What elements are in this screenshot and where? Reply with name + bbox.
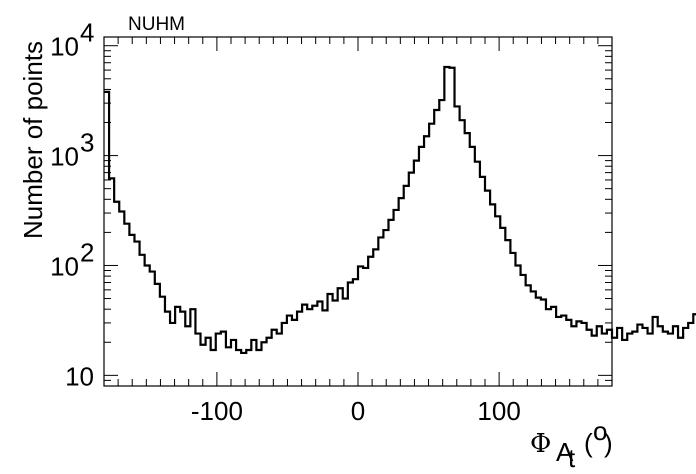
x-axis-label-unit: o (593, 416, 607, 446)
histogram-series-line (104, 65, 696, 355)
y-tick-label: 10 (50, 251, 79, 281)
y-tick-label-exponent: 2 (80, 237, 94, 267)
y-tick-label-exponent: 3 (80, 128, 94, 158)
y-tick-label: 10 (50, 32, 79, 62)
x-axis-label: Φ A t ( o ) (530, 416, 613, 473)
x-axis-label-open-paren: ( (584, 428, 593, 458)
y-tick-label: 10 (50, 142, 79, 172)
y-minor-ticks (104, 45, 612, 387)
chart-title: NUHM (128, 14, 185, 35)
x-axis-label-subsubscript: t (568, 443, 576, 473)
x-tick-labels: -100 0 100 (191, 396, 521, 426)
x-tick-label: -100 (191, 396, 243, 426)
x-axis-label-close-paren: ) (604, 428, 613, 458)
y-axis-label: Number of points (18, 41, 48, 239)
x-tick-label: 100 (477, 396, 520, 426)
plot-frame (103, 36, 613, 387)
y-tick-label: 10 (65, 361, 94, 391)
x-tick-label: 0 (351, 396, 365, 426)
y-tick-label-exponent: 4 (80, 18, 94, 48)
x-axis-label-subscript: A (556, 437, 574, 467)
x-axis-label-symbol: Φ (530, 429, 551, 459)
x-ticks (103, 37, 613, 386)
